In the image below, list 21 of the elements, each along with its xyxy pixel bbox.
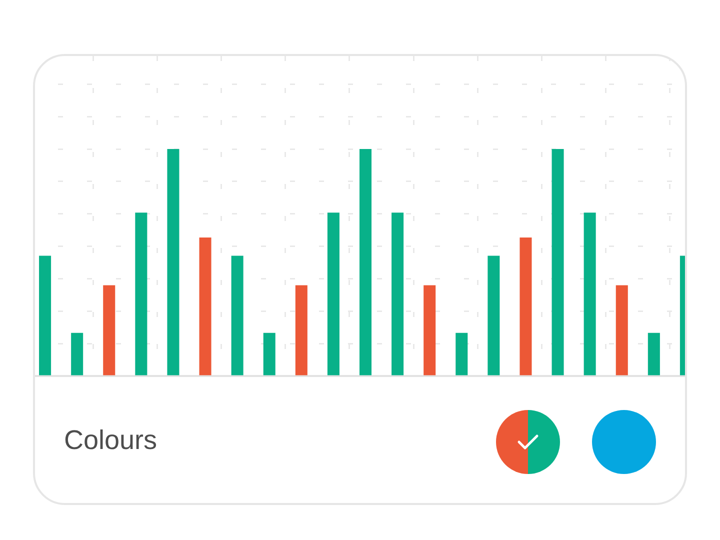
bar	[71, 332, 84, 376]
bar	[103, 285, 116, 376]
bar	[295, 285, 308, 376]
bar	[39, 256, 52, 376]
bar	[327, 212, 340, 376]
bar	[488, 256, 500, 376]
bar	[135, 212, 148, 376]
bar	[263, 332, 276, 376]
bar	[167, 149, 180, 376]
bar	[552, 149, 564, 376]
bar	[520, 238, 532, 376]
text: Colours	[64, 425, 158, 455]
bar	[648, 332, 660, 376]
bar	[359, 149, 372, 376]
bar	[584, 212, 596, 376]
bar	[456, 332, 468, 376]
bar	[231, 256, 244, 376]
bar	[424, 285, 436, 376]
bar	[616, 285, 628, 376]
bar	[392, 212, 404, 376]
bar	[199, 238, 212, 376]
